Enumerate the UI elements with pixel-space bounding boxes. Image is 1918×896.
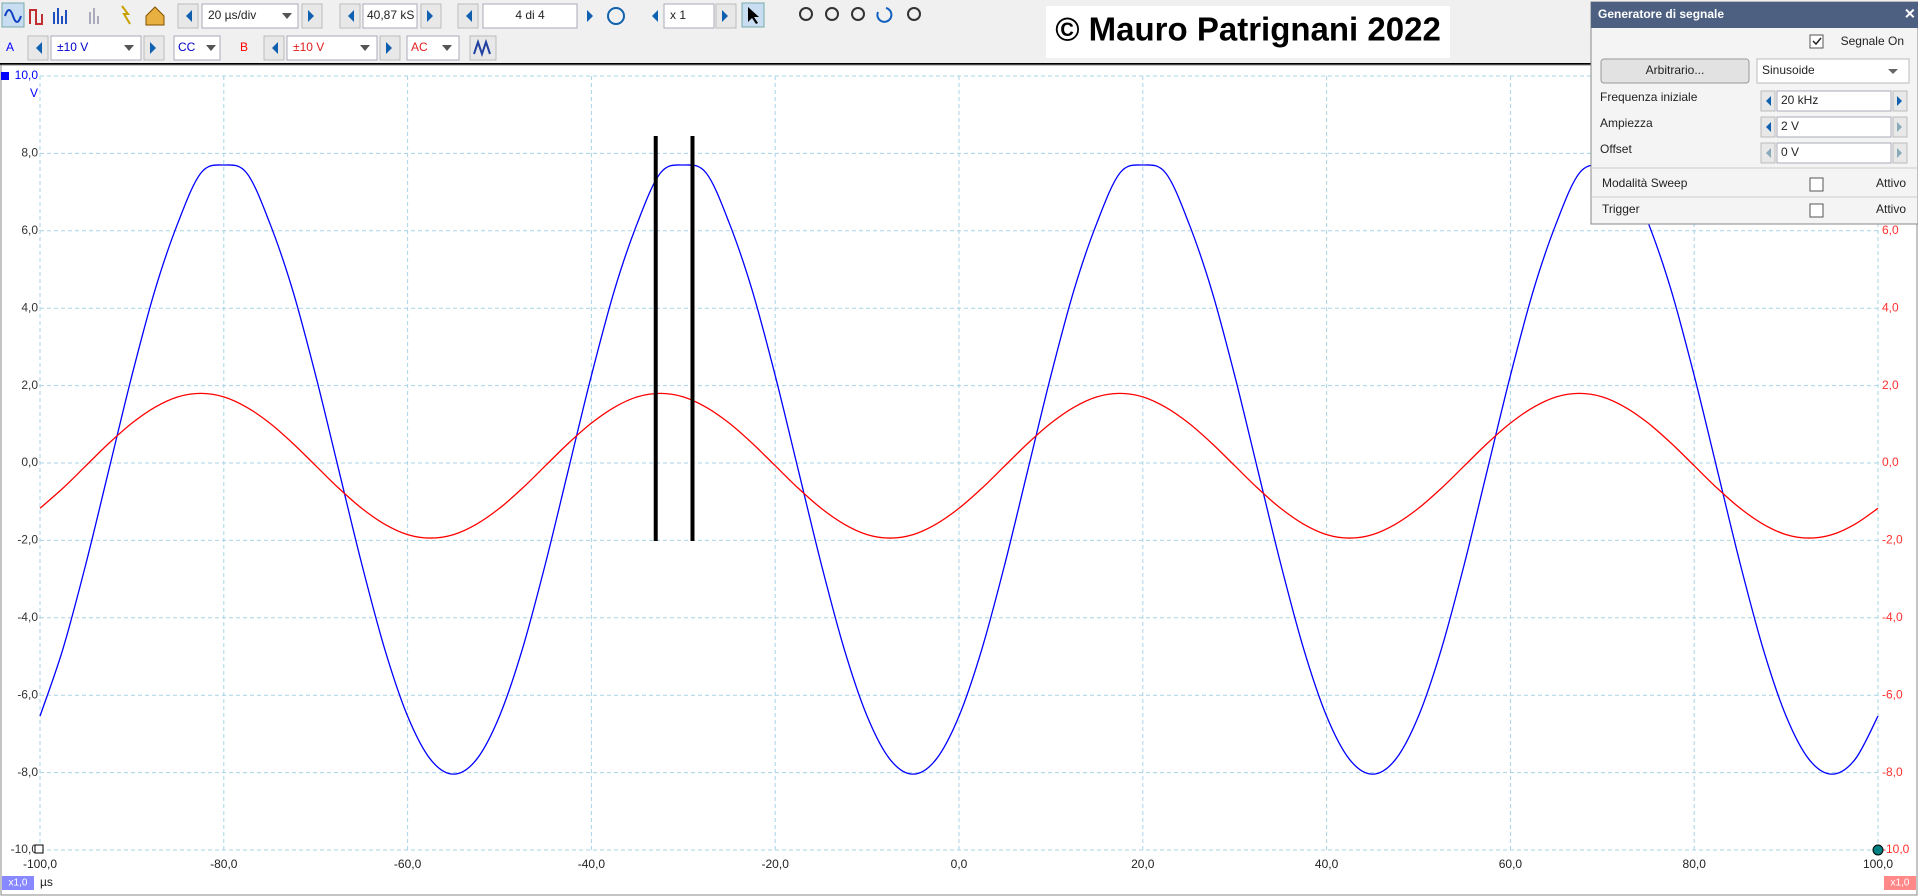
zoom: x 1 [670,8,686,22]
y-tick-label: -2,0 [17,533,38,547]
row-label: Frequenza iniziale [1600,90,1698,104]
range-b: ±10 V [293,40,324,54]
x-tick-label: 20,0 [1131,857,1155,871]
y-tick-label: -4,0 [17,610,38,624]
y2-tick-label: -8,0 [1882,765,1903,779]
row-label: Ampiezza [1600,116,1653,130]
x-tick-label: 40,0 [1315,857,1339,871]
y2-tick-label: 6,0 [1882,223,1899,237]
sweep-label: Modalità Sweep [1602,176,1688,190]
y-axis-label: V [30,86,38,100]
coupling-a: CC [178,40,196,54]
y-tick-label: -8,0 [17,765,38,779]
x-tick-label: 100,0 [1863,857,1893,871]
arbitrary-button[interactable] [1600,58,1750,84]
trigger-label: Trigger [1602,202,1640,216]
buffer-control[interactable]: 4 di 4 [457,3,625,29]
channel-a-controls[interactable]: A ±10 V CC [6,35,221,61]
badge-label: x1,0 [9,878,28,889]
mode-buttons [1,2,165,28]
trigger-marker [34,844,44,854]
y-tick-label: -6,0 [17,687,38,701]
channel-b-controls[interactable]: B ±10 V AC [240,35,497,61]
arbitrary: Arbitrario... [1646,63,1705,77]
x-tick-label: 80,0 [1683,857,1707,871]
badge [2,876,34,890]
zoom-control[interactable]: x 1 [652,3,737,29]
y-tick-label: 8,0 [21,146,38,160]
panel-title: Generatore di segnale [1598,7,1724,21]
watermark-box [1046,6,1450,58]
plot-frame [0,64,1918,896]
channel-a: A [6,40,14,54]
channel-a-marker [1,72,9,80]
x-tick-label: -80,0 [210,857,238,871]
y2-tick-label: -6,0 [1882,687,1903,701]
ref-marker [1872,844,1884,856]
coupling-b: AC [411,40,428,54]
badge [1884,876,1916,890]
trigger-checkbox[interactable] [1809,203,1824,218]
watermark: © Mauro Patrignani 2022 [1055,11,1441,48]
row-value: 20 kHz [1781,93,1818,107]
range-a: ±10 V [57,40,88,54]
y-tick-label: 6,0 [21,223,38,237]
x-tick-label: -100,0 [23,857,57,871]
sweep-checkbox[interactable] [1809,177,1824,192]
x-tick-label: 60,0 [1499,857,1523,871]
signal-on: Segnale On [1841,34,1904,48]
x-tick-label: 0,0 [951,857,968,871]
x-tick-label: -60,0 [394,857,422,871]
y-tick-label: 2,0 [21,378,38,392]
plot-area: -100,0 -80,0 -60,0 -40,0 -20,0 0,0 20,0 40,0 60,… [1,68,1916,890]
waveform-select[interactable] [1756,58,1910,84]
y2-tick-label: 4,0 [1882,300,1899,314]
x-tick-label: -20,0 [762,857,790,871]
y-tick-label: 10,0 [15,68,39,82]
row-value: 2 V [1781,119,1799,133]
signal-generator-panel: Generatore di segnale ✕ Segnale On Arbit… [1590,1,1918,225]
y-tick-label: -10,0 [11,842,39,856]
signal-checkbox[interactable] [1809,34,1824,49]
samples: 40,87 kS [367,8,414,22]
y-tick-label: 0,0 [21,455,38,469]
close-icon[interactable]: ✕ [1904,6,1916,22]
y2-tick-label: -4,0 [1882,610,1903,624]
y2-tick-label: -10,0 [1882,842,1910,856]
trace [39,392,1879,539]
timebase-control[interactable]: 20 µs/div [177,3,323,29]
buffer: 4 di 4 [515,8,545,22]
row-label: Offset [1600,142,1632,156]
sweep-state: Attivo [1876,176,1906,190]
timebase: 20 µs/div [208,8,256,22]
y2-tick-label: -2,0 [1882,533,1903,547]
badge-label: x1,0 [1891,878,1910,889]
y-tick-label: 4,0 [21,300,38,314]
trace [39,164,1879,775]
channel-b: B [240,40,248,54]
trigger-state: Attivo [1876,202,1906,216]
y2-tick-label: 2,0 [1882,378,1899,392]
y2-tick-label: 0,0 [1882,455,1899,469]
x-axis-label: µs [40,875,53,889]
row-value: 0 V [1781,145,1799,159]
waveform: Sinusoide [1762,63,1815,77]
x-tick-label: -40,0 [578,857,606,871]
tool-buttons [741,2,921,28]
samples-control[interactable]: 40,87 kS [339,3,442,29]
